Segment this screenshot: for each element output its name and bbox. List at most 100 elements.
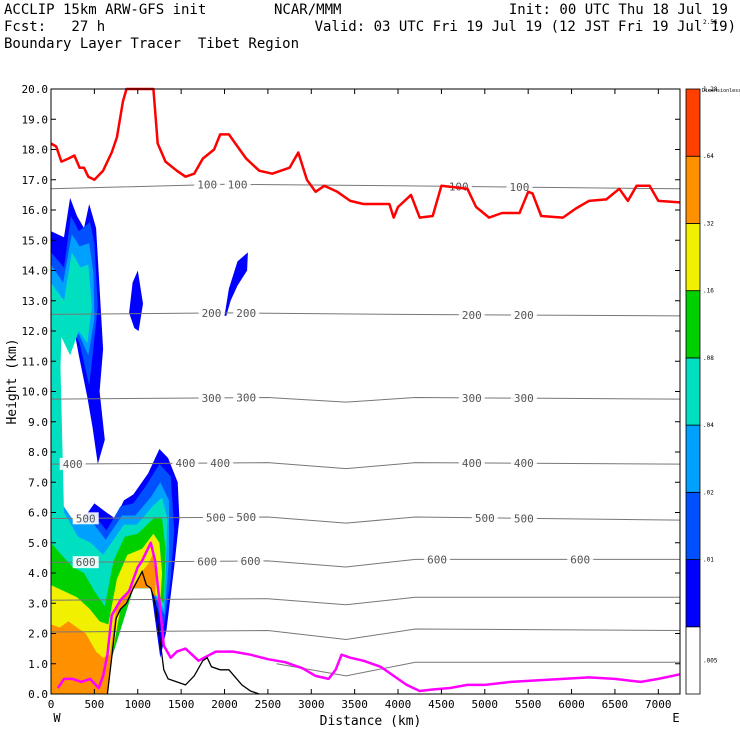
pressure-contour-label: 100 [197,179,217,192]
y-tick-label: 17.0 [22,174,49,187]
y-tick-label: 1.0 [28,658,48,671]
y-tick-label: 6.0 [28,507,48,520]
pressure-contour-label: 400 [514,457,534,470]
contour-label-bg [233,511,260,524]
tropopause-line [50,87,681,219]
contour-label-bg [458,391,485,404]
x-tick-label: 6500 [602,698,629,711]
x-tick-label: 1000 [125,698,152,711]
x-tick-label: 4000 [385,698,412,711]
y-tick-label: 10.0 [22,386,49,399]
x-axis-west-label: W [53,711,61,725]
contour-label-bg [506,181,533,194]
pressure-contour-unlabeled-8 [276,661,680,677]
y-tick-label: 4.0 [28,567,48,580]
pressure-contour-label: 100 [510,181,530,194]
pressure-contour-label: 500 [514,512,534,525]
colorbar-level-label: .01 [703,557,714,564]
pressure-contour-label: 400 [210,457,230,470]
pressure-contour-100 [50,183,681,190]
contour-label-bg [172,457,199,470]
contour-label-bg [567,553,594,566]
y-tick-label: 8.0 [28,446,48,459]
boundary-layer-top-line [56,541,681,693]
pressure-contour-label: 300 [236,392,256,405]
y-tick-label: 13.0 [22,295,49,308]
contour-label-bg [194,555,221,568]
colorbar-swatch-4 [685,357,701,426]
tracer-region-2 [129,270,143,331]
x-axis-east-label: E [672,711,679,725]
y-tick-label: 12.0 [22,325,49,338]
y-tick-label: 2.0 [28,628,48,641]
y-tick-label: 7.0 [28,476,48,489]
colorbar-title: Dimensionless [702,88,740,94]
pressure-contour-label: 400 [176,457,196,470]
pressure-contour-label: 300 [462,392,482,405]
pressure-contour-label: 600 [241,555,261,568]
contour-label-bg [424,553,451,566]
x-tick-label: 1500 [168,698,195,711]
x-axis-title: Distance (km) [320,714,422,729]
header-model-title: ACCLIP 15km ARW-GFS init [4,2,207,18]
x-tick-label: 7000 [645,698,672,711]
y-tick-label: 5.0 [28,537,48,550]
x-tick-label: 5500 [515,698,542,711]
contour-label-bg [59,457,86,470]
x-tick-label: 5000 [472,698,499,711]
pressure-contour-label: 500 [236,511,256,524]
contour-label-bg [198,391,225,404]
colorbar-swatch-3 [685,424,701,493]
x-tick-label: 3500 [341,698,368,711]
pressure-contour-label: 200 [462,309,482,322]
x-tick-label: 500 [84,698,104,711]
x-tick-label: 0 [48,698,55,711]
pressure-contour-label: 200 [236,307,256,320]
colorbar-level-label: .32 [703,220,714,227]
colorbar-swatch-1 [685,559,701,628]
colorbar-level-label: .64 [703,153,714,160]
header-center-label: NCAR/MMM [274,2,342,18]
pressure-contour-label: 500 [76,512,96,525]
contour-label-bg [510,457,537,470]
pressure-contour-label: 100 [228,178,248,191]
y-tick-label: 18.0 [22,144,49,157]
x-tick-label: 4500 [428,698,455,711]
contour-label-bg [224,178,251,191]
pressure-contour-label: 600 [76,556,96,569]
colorbar-swatch-0 [685,626,701,695]
y-tick-label: 9.0 [28,416,48,429]
pressure-contour-unlabeled-6 [50,596,680,606]
pressure-contour-label: 500 [206,511,226,524]
tracer-region-1 [224,252,248,316]
y-tick-label: 14.0 [22,265,49,278]
pressure-contour-label: 200 [514,309,534,322]
terrain-line [106,569,260,695]
y-tick-label: 16.0 [22,204,49,217]
contour-label-bg [233,307,260,320]
header-forecast-hour: Fcst: 27 h [4,19,106,35]
contour-label-bg [207,456,234,469]
contour-label-bg [510,309,537,322]
contour-label-bg [202,511,229,524]
colorbar-level-label: 2.56 [703,19,718,26]
pressure-contour-label: 300 [202,392,222,405]
contour-label-bg [237,555,264,568]
pressure-contour-label: 600 [570,553,590,566]
x-tick-label: 2500 [255,698,282,711]
colorbar-swatch-5 [685,290,701,359]
y-tick-label: 20.0 [22,83,49,96]
contour-label-bg [233,391,260,404]
pressure-contour-300 [50,396,681,403]
y-axis-title: Height (km) [5,338,20,424]
header-init-time: Init: 00 UTC Thu 18 Jul 19 [508,2,728,18]
colorbar-swatch-8 [685,88,701,157]
colorbar-level-label: 1.28 [703,86,718,93]
contour-label-bg [458,456,485,469]
y-tick-label: 11.0 [22,355,49,368]
y-tick-label: 19.0 [22,113,49,126]
x-tick-label: 3000 [298,698,325,711]
pressure-contour-label: 400 [63,458,83,471]
contour-label-bg [198,306,225,319]
